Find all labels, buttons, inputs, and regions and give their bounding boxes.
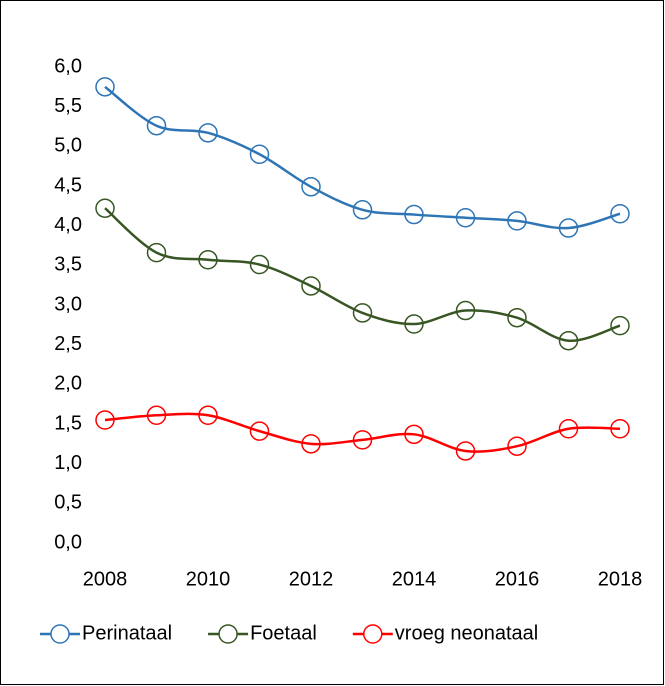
legend-marker [363, 624, 383, 644]
series-line [104, 85, 621, 230]
marker [301, 177, 321, 197]
marker [610, 315, 630, 336]
x-tick-label: 2018 [598, 568, 643, 590]
y-tick-label: 2,0 [54, 373, 82, 395]
marker [352, 200, 373, 220]
marker [610, 419, 630, 439]
legend-marker [218, 624, 238, 644]
marker [146, 242, 167, 263]
marker [455, 300, 476, 321]
legend-label: Perinataal [82, 622, 172, 644]
marker [249, 421, 270, 441]
y-tick-label: 0,5 [54, 492, 82, 514]
marker [301, 276, 321, 296]
marker [95, 410, 115, 430]
y-tick-label: 3,0 [54, 293, 82, 315]
y-tick-label: 5,5 [54, 95, 82, 117]
marker [198, 250, 218, 270]
marker [146, 115, 167, 136]
marker [404, 424, 424, 445]
x-tick-label: 2012 [289, 568, 334, 590]
series-line [104, 412, 621, 453]
legend-label: Foetaal [250, 622, 317, 644]
marker [198, 405, 218, 426]
marker [558, 419, 579, 439]
marker [404, 314, 424, 334]
y-tick-label: 0,0 [54, 531, 82, 553]
marker [198, 123, 218, 143]
marker [352, 303, 373, 323]
marker [558, 330, 579, 351]
marker [352, 430, 373, 450]
x-tick-label: 2010 [186, 568, 231, 590]
marker [249, 144, 270, 165]
marker [558, 218, 579, 238]
y-tick-label: 4,0 [54, 214, 82, 236]
marker [95, 198, 115, 218]
y-tick-label: 1,0 [54, 452, 82, 474]
marker [95, 77, 115, 97]
y-tick-label: 6,0 [54, 55, 82, 77]
legend-marker [50, 624, 70, 644]
marker [249, 254, 270, 275]
x-tick-label: 2016 [495, 568, 540, 590]
marker [507, 211, 527, 231]
x-tick-label: 2008 [83, 568, 128, 590]
marker [507, 307, 527, 328]
x-tick-label: 2014 [392, 568, 437, 590]
marker [404, 204, 424, 225]
y-tick-label: 4,5 [54, 174, 82, 196]
marker [146, 405, 167, 426]
marker [507, 436, 527, 456]
y-tick-label: 3,5 [54, 254, 82, 276]
y-tick-label: 5,0 [54, 135, 82, 157]
marker [455, 441, 476, 461]
marker [455, 207, 476, 228]
legend-label: vroeg neonataal [395, 622, 538, 644]
y-tick-label: 1,5 [54, 412, 82, 434]
marker [301, 434, 321, 454]
series-line [104, 207, 621, 342]
marker [610, 204, 630, 224]
y-tick-label: 2,5 [54, 333, 82, 355]
